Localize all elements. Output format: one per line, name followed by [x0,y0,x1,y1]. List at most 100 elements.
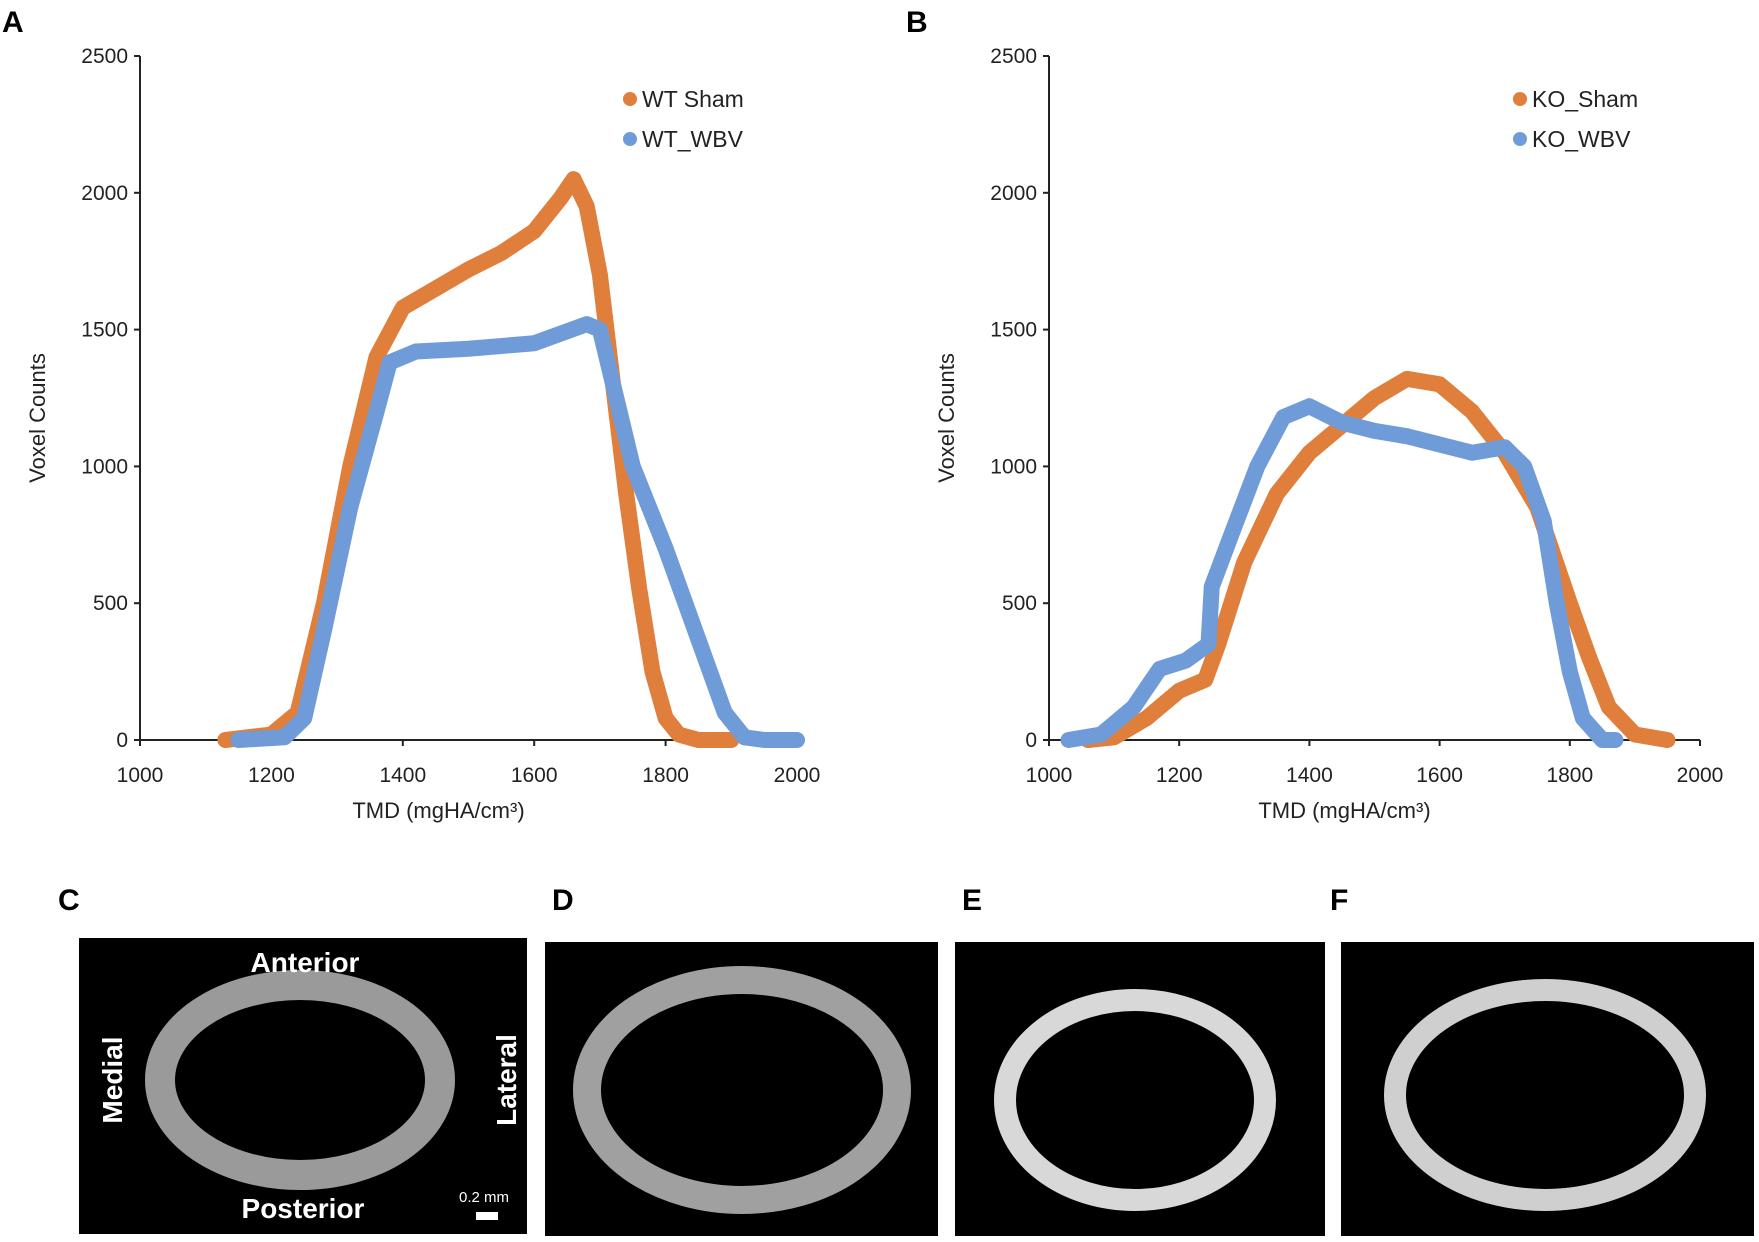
data-point [1432,377,1447,392]
legend-marker [1513,92,1527,106]
series-wt-wbv [230,316,805,748]
data-point [408,344,423,359]
data-point [1269,486,1284,501]
data-point [461,262,476,277]
chart-B: B 0 500 1000 1500 2000 2500 1000 1200 1400 1600 180… [906,6,1723,823]
y-tick-label: 1500 [81,319,128,342]
data-point [592,267,607,282]
data-point [1204,579,1219,594]
legend-label: WT Sham [642,86,744,112]
label-medial: Medial [97,1036,128,1123]
y-tick-label: 1000 [990,455,1037,478]
data-point [1094,727,1109,742]
data-point [1198,672,1213,687]
data-point [625,459,640,474]
y-tick-label: 0 [116,729,128,752]
x-tick-label: 1400 [1286,764,1333,787]
x-axis-label: TMD (mgHA/cm³) [1258,798,1430,823]
y-tick-label: 1000 [81,455,128,478]
data-point [1536,514,1551,529]
x-tick-label: 1200 [1156,764,1203,787]
legend-label: KO_Sham [1532,86,1638,112]
data-point [606,377,621,392]
legend-marker [623,92,637,106]
data-point [1126,700,1141,715]
y-tick-label: 2500 [81,45,128,68]
x-axis-label: TMD (mgHA/cm³) [352,798,524,823]
data-point [1224,527,1239,542]
x-tick-label: 1000 [117,764,164,787]
legend-marker [1513,132,1527,146]
data-point [527,224,542,239]
x-tick-label: 1800 [642,764,689,787]
legend-label: WT_WBV [642,126,744,152]
data-point [1367,423,1382,438]
bone-cross-section-d [573,966,911,1214]
data-point [369,404,384,419]
x-tick-label: 1600 [1416,764,1463,787]
data-point [1201,637,1216,652]
data-point [1334,415,1349,430]
data-point [1627,727,1642,742]
bone-cross-section-e [994,989,1276,1211]
data-point [1237,555,1252,570]
data-point [277,730,292,745]
x-tick-label: 1000 [1026,764,1073,787]
data-point [1562,664,1577,679]
data-point [1178,653,1193,668]
panel-label: C [58,884,80,917]
y-tick-label: 2000 [81,182,128,205]
data-point [1250,459,1265,474]
scale-bar-label: 0.2 mm [459,1189,509,1206]
data-point [316,623,331,638]
data-point [579,317,594,332]
data-point [691,733,706,747]
x-tick-label: 1400 [379,764,426,787]
data-point [1465,404,1480,419]
y-axis-label: Voxel Counts [934,353,959,483]
data-point [671,727,686,742]
data-point [619,486,634,501]
data-point [592,322,607,337]
data-point [645,664,660,679]
label-posterior: Posterior [242,1193,365,1224]
data-point [1660,733,1675,747]
data-point [1465,445,1480,460]
y-tick-label: 500 [1002,592,1037,615]
panel-label: F [1330,884,1348,917]
data-point [1139,711,1154,726]
data-point [1432,437,1447,452]
y-tick-label: 0 [1025,729,1037,752]
data-point [1061,733,1076,747]
data-point [461,341,476,356]
panel-label: B [906,6,928,39]
data-point [1302,445,1317,460]
data-point [1517,459,1532,474]
data-point [698,650,713,665]
data-point [566,172,581,187]
data-point [757,733,772,747]
data-point [1172,683,1187,698]
chart-A: A 0 500 1000 1500 2000 2500 1000 1200 1400 1600 180… [2,6,820,823]
legend-marker [623,132,637,146]
panel-label: A [2,6,24,39]
data-point [369,349,384,364]
data-point [1549,596,1564,611]
data-point [717,705,732,720]
data-point [790,733,804,747]
x-tick-label: 1800 [1546,764,1593,787]
y-tick-label: 500 [93,592,128,615]
x-tick-label: 2000 [1677,764,1724,787]
data-point [1608,733,1623,747]
data-point [494,245,509,260]
data-point [1575,711,1590,726]
data-point [1400,429,1415,444]
data-point [737,730,752,745]
y-tick-label: 2000 [990,182,1037,205]
data-point [579,199,594,214]
y-tick-label: 2500 [990,45,1037,68]
data-point [1276,410,1291,425]
data-point [1582,650,1597,665]
data-point [527,336,542,351]
